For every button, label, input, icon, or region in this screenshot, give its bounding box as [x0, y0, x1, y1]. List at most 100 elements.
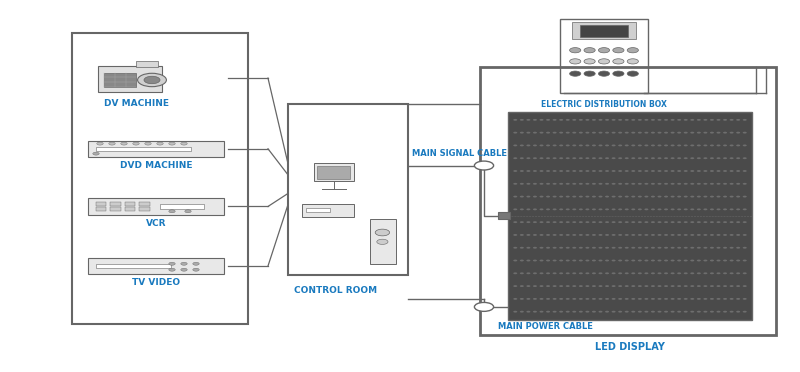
- Circle shape: [677, 260, 681, 262]
- Circle shape: [592, 208, 596, 210]
- Circle shape: [651, 183, 655, 185]
- Circle shape: [670, 157, 674, 159]
- Circle shape: [605, 119, 609, 121]
- Circle shape: [605, 285, 609, 287]
- Circle shape: [586, 311, 590, 312]
- Circle shape: [631, 247, 635, 248]
- Circle shape: [520, 144, 524, 146]
- Circle shape: [736, 234, 740, 236]
- Circle shape: [121, 142, 127, 145]
- Circle shape: [605, 157, 609, 159]
- Circle shape: [526, 157, 530, 159]
- Circle shape: [559, 285, 563, 287]
- Circle shape: [138, 73, 166, 87]
- Circle shape: [169, 268, 175, 271]
- Circle shape: [618, 119, 622, 121]
- Circle shape: [670, 208, 674, 210]
- Circle shape: [697, 221, 701, 223]
- Circle shape: [559, 298, 563, 300]
- Circle shape: [592, 260, 596, 262]
- Circle shape: [618, 311, 622, 312]
- Circle shape: [690, 183, 694, 185]
- Circle shape: [670, 234, 674, 236]
- Circle shape: [579, 298, 583, 300]
- Circle shape: [586, 221, 590, 223]
- Circle shape: [690, 285, 694, 287]
- Circle shape: [638, 234, 642, 236]
- Circle shape: [546, 260, 550, 262]
- Circle shape: [613, 48, 624, 53]
- Circle shape: [631, 183, 635, 185]
- Circle shape: [684, 260, 688, 262]
- Circle shape: [638, 157, 642, 159]
- Circle shape: [612, 170, 616, 172]
- Circle shape: [570, 48, 581, 53]
- Circle shape: [526, 272, 530, 274]
- Circle shape: [520, 208, 524, 210]
- Circle shape: [592, 119, 596, 121]
- Circle shape: [717, 247, 721, 248]
- Circle shape: [651, 196, 655, 198]
- Bar: [88, 141, 224, 157]
- Circle shape: [539, 298, 543, 300]
- Circle shape: [618, 183, 622, 185]
- Circle shape: [677, 196, 681, 198]
- Circle shape: [644, 183, 648, 185]
- Circle shape: [618, 247, 622, 248]
- Circle shape: [553, 196, 557, 198]
- Circle shape: [133, 142, 139, 145]
- Circle shape: [598, 119, 602, 121]
- Circle shape: [566, 183, 570, 185]
- Circle shape: [723, 183, 727, 185]
- Circle shape: [566, 272, 570, 274]
- Circle shape: [658, 119, 662, 121]
- Circle shape: [684, 196, 688, 198]
- Circle shape: [684, 119, 688, 121]
- Circle shape: [559, 208, 563, 210]
- Circle shape: [644, 311, 648, 312]
- Circle shape: [670, 247, 674, 248]
- Circle shape: [526, 170, 530, 172]
- Circle shape: [710, 247, 714, 248]
- Circle shape: [638, 285, 642, 287]
- Circle shape: [658, 196, 662, 198]
- Circle shape: [625, 272, 629, 274]
- Bar: [96, 147, 191, 151]
- Circle shape: [579, 247, 583, 248]
- Circle shape: [592, 144, 596, 146]
- Circle shape: [612, 221, 616, 223]
- Circle shape: [710, 311, 714, 312]
- Text: DVD MACHINE: DVD MACHINE: [120, 161, 192, 170]
- Circle shape: [677, 183, 681, 185]
- Circle shape: [730, 170, 734, 172]
- Circle shape: [736, 260, 740, 262]
- Circle shape: [677, 208, 681, 210]
- Circle shape: [658, 247, 662, 248]
- Circle shape: [605, 132, 609, 134]
- Circle shape: [514, 170, 518, 172]
- Circle shape: [579, 272, 583, 274]
- Circle shape: [533, 196, 537, 198]
- Circle shape: [559, 234, 563, 236]
- Circle shape: [598, 196, 602, 198]
- Circle shape: [638, 272, 642, 274]
- Circle shape: [526, 247, 530, 248]
- Text: LED DISPLAY: LED DISPLAY: [595, 342, 665, 352]
- Circle shape: [559, 132, 563, 134]
- Circle shape: [631, 260, 635, 262]
- Circle shape: [566, 132, 570, 134]
- Circle shape: [572, 132, 576, 134]
- Circle shape: [586, 260, 590, 262]
- Circle shape: [710, 285, 714, 287]
- Text: CONTROL ROOM: CONTROL ROOM: [294, 286, 378, 295]
- Circle shape: [546, 208, 550, 210]
- Bar: [498, 212, 510, 219]
- Circle shape: [592, 183, 596, 185]
- Circle shape: [644, 119, 648, 121]
- Circle shape: [605, 311, 609, 312]
- Circle shape: [612, 183, 616, 185]
- Circle shape: [690, 119, 694, 121]
- Circle shape: [717, 285, 721, 287]
- Circle shape: [586, 196, 590, 198]
- Circle shape: [651, 260, 655, 262]
